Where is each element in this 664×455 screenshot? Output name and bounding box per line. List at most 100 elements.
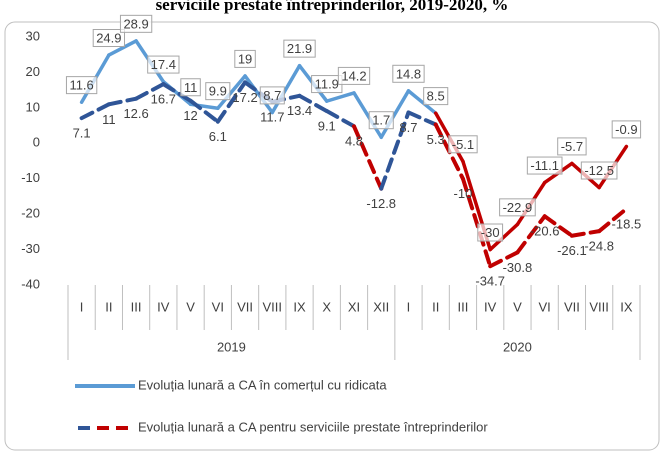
data-label: 11.6 xyxy=(69,78,93,93)
data-label: -20.6 xyxy=(530,224,560,239)
data-label-box xyxy=(259,86,285,105)
line-segment xyxy=(569,229,602,238)
data-label: 24.9 xyxy=(96,31,121,46)
data-label: 17.2 xyxy=(232,90,257,105)
line-segment xyxy=(188,98,220,124)
data-label: 11 xyxy=(184,80,198,95)
data-label: -5.7 xyxy=(561,139,583,154)
data-label: 7.1 xyxy=(73,126,91,141)
data-label-box xyxy=(477,223,504,242)
x-tick-label: VIII xyxy=(589,299,609,314)
data-label: 13.4 xyxy=(287,103,312,118)
data-label-box xyxy=(337,66,371,85)
y-tick-label: -10 xyxy=(21,170,40,185)
data-label-box xyxy=(423,87,449,106)
x-tick-label: X xyxy=(322,299,331,314)
line-segment xyxy=(106,96,139,107)
line-segment xyxy=(352,91,383,140)
data-label: -0.9 xyxy=(615,122,637,137)
data-label: -22.9 xyxy=(503,200,533,215)
x-tick-label: VI xyxy=(539,299,551,314)
x-tick-label: IV xyxy=(157,299,170,314)
line-segment xyxy=(134,82,166,101)
data-label: 14.8 xyxy=(396,66,421,81)
line-segment xyxy=(216,74,247,110)
data-label-box xyxy=(283,39,316,58)
data-label: 1.7 xyxy=(372,113,390,128)
x-tick-label: IX xyxy=(293,299,306,314)
y-tick-label: 0 xyxy=(33,135,40,150)
line-segment xyxy=(597,206,629,234)
data-label: 12.6 xyxy=(123,106,148,121)
data-label-box xyxy=(368,111,394,130)
x-tick-label: II xyxy=(432,299,439,314)
line-segment xyxy=(79,102,111,121)
data-label: 21.9 xyxy=(287,41,312,56)
x-tick-label: VII xyxy=(564,299,580,314)
line-segment xyxy=(243,74,275,115)
y-tick-label: 10 xyxy=(26,99,40,114)
line-segment xyxy=(297,93,329,114)
line-segment xyxy=(406,110,438,127)
data-label-box xyxy=(119,14,153,33)
y-tick-label: 20 xyxy=(26,64,40,79)
data-label: -24.8 xyxy=(584,239,614,254)
data-label: 4.8 xyxy=(345,134,363,149)
data-label: 28.9 xyxy=(123,16,148,31)
x-tick-label: XI xyxy=(348,299,360,314)
legend-label: Evoluția lunară a CA în comerțul cu ridi… xyxy=(138,377,387,392)
data-label-box xyxy=(392,64,425,83)
data-label-box xyxy=(147,55,180,74)
data-label: 8.5 xyxy=(427,89,445,104)
data-label: -30 xyxy=(481,225,500,240)
data-label: 8.7 xyxy=(399,120,417,135)
x-tick-label: I xyxy=(407,299,411,314)
legend-label: Evoluția lunară a CA pentru serviciile p… xyxy=(138,419,488,434)
data-label: 16.7 xyxy=(151,92,176,107)
data-label: -5.1 xyxy=(452,137,474,152)
y-tick-label: 30 xyxy=(26,28,40,43)
data-label: -30.8 xyxy=(503,260,533,275)
data-label-box xyxy=(65,76,98,95)
data-label-box xyxy=(499,198,536,217)
data-label: 17.4 xyxy=(151,57,176,72)
data-label-box xyxy=(611,120,642,139)
data-label: 6.1 xyxy=(209,129,227,144)
group-label: 2020 xyxy=(503,339,532,354)
x-tick-label: III xyxy=(131,299,142,314)
line-segment xyxy=(488,222,520,252)
data-label: -34.7 xyxy=(475,274,505,289)
data-label: 9.9 xyxy=(209,84,227,99)
data-label-box xyxy=(92,29,126,48)
data-label: 12 xyxy=(183,108,197,123)
line-segment xyxy=(270,63,302,115)
y-tick-label: -20 xyxy=(21,206,40,221)
data-label: 8.7 xyxy=(263,88,281,103)
data-label: 9.1 xyxy=(318,118,336,133)
x-tick-label: II xyxy=(105,299,112,314)
line-segment xyxy=(379,110,411,191)
data-label-box xyxy=(234,49,256,68)
line-segment xyxy=(379,89,411,140)
data-label: 14.2 xyxy=(341,68,366,83)
chart-border xyxy=(4,21,660,451)
data-label: 11.9 xyxy=(315,77,339,92)
x-tick-label: IV xyxy=(484,299,497,314)
y-tick-label: -40 xyxy=(21,276,40,291)
data-label-box xyxy=(557,137,587,156)
x-tick-label: V xyxy=(513,299,522,314)
y-tick-label: -30 xyxy=(21,241,40,256)
line-segment xyxy=(542,214,574,238)
x-tick-label: V xyxy=(186,299,195,314)
line-segment xyxy=(460,176,493,269)
x-tick-label: VIII xyxy=(263,299,283,314)
line-segment xyxy=(324,109,356,129)
data-label: 11.7 xyxy=(260,109,284,124)
data-label-box xyxy=(180,78,201,97)
data-label: -26.1 xyxy=(557,243,587,258)
data-label-box xyxy=(526,156,563,175)
line-segment xyxy=(215,80,248,124)
data-label: -12.5 xyxy=(584,163,614,178)
line-segment xyxy=(325,91,356,103)
